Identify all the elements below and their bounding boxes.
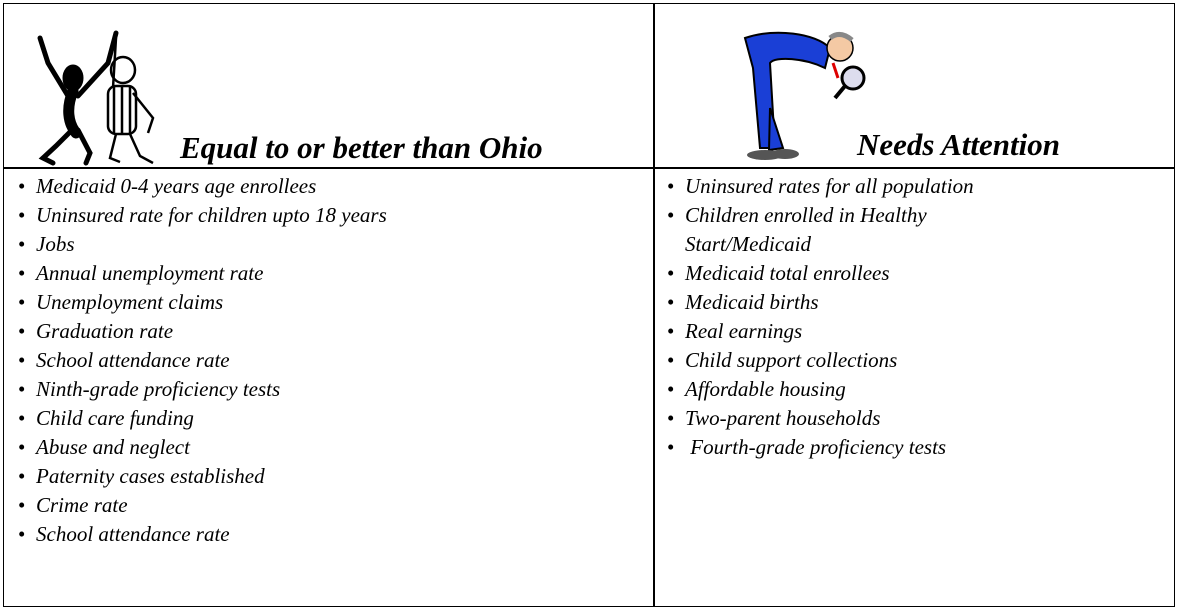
list-item: Graduation rate xyxy=(18,317,638,346)
list-item: Ninth-grade proficiency tests xyxy=(18,375,638,404)
list-item: Annual unemployment rate xyxy=(18,259,638,288)
list-item: Jobs xyxy=(18,230,638,259)
list-item: School attendance rate xyxy=(18,520,638,549)
left-list: Medicaid 0-4 years age enrolleesUninsure… xyxy=(18,172,638,549)
inspector-clipart xyxy=(743,31,866,160)
list-item: Medicaid total enrollees xyxy=(667,259,1167,288)
list-item: Children enrolled in Healthy Start/Medic… xyxy=(667,201,1015,259)
list-item: Two-parent households xyxy=(667,404,1167,433)
header-divider xyxy=(3,167,1175,169)
list-item: School attendance rate xyxy=(18,346,638,375)
list-item: Unemployment claims xyxy=(18,288,638,317)
right-title: Needs Attention xyxy=(857,127,1060,162)
list-item: Medicaid 0-4 years age enrollees xyxy=(18,172,638,201)
left-title: Equal to or better than Ohio xyxy=(180,130,543,165)
column-divider xyxy=(653,3,655,607)
right-list: Uninsured rates for all populationChildr… xyxy=(667,172,1167,462)
list-item: Child care funding xyxy=(18,404,638,433)
list-item: Real earnings xyxy=(667,317,1167,346)
list-item: Crime rate xyxy=(18,491,638,520)
list-item: Fourth-grade proficiency tests xyxy=(667,433,1167,462)
list-item: Paternity cases established xyxy=(18,462,638,491)
list-item: Abuse and neglect xyxy=(18,433,638,462)
list-item: Uninsured rates for all population xyxy=(667,172,1167,201)
table-border xyxy=(3,3,1175,607)
list-item: Medicaid births xyxy=(667,288,1167,317)
dancing-figures-clipart xyxy=(37,30,155,166)
list-item: Child support collections xyxy=(667,346,1167,375)
list-item: Affordable housing xyxy=(667,375,1167,404)
list-item: Uninsured rate for children upto 18 year… xyxy=(18,201,638,230)
